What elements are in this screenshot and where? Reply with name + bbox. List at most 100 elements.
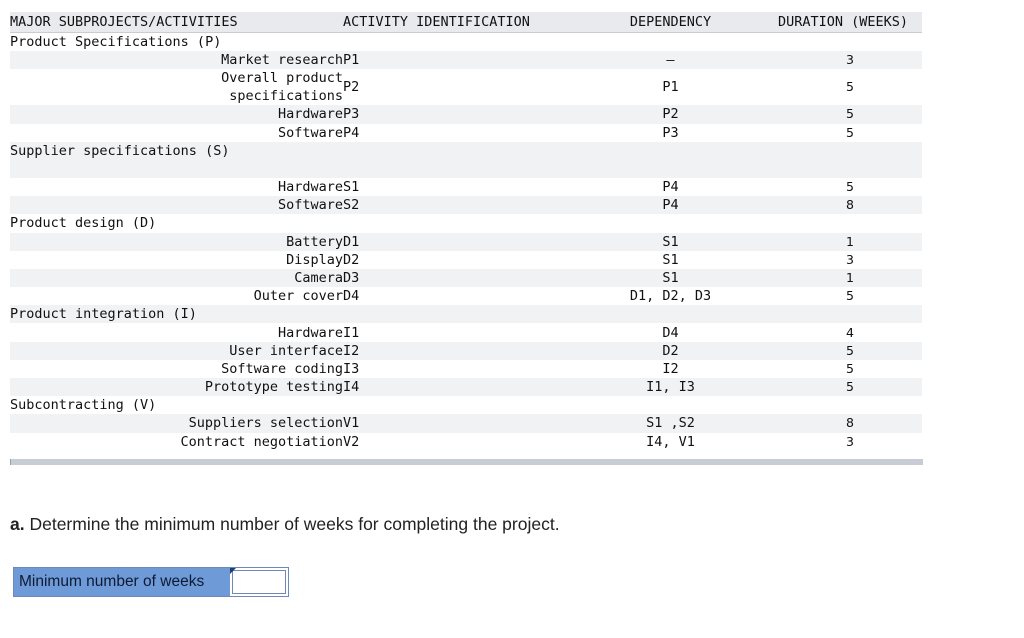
dependency-cell: I4, V1 [646,433,695,450]
duration-cell [778,305,922,324]
activity-name-cell: Contract negotiation [180,433,343,450]
answer-label: Minimum number of weeks [14,568,230,596]
activity-id-cell: I3 [343,360,360,377]
activity-name-cell: Market research [10,51,343,70]
activity-id-cell [343,396,563,414]
table-row: Contract negotiation V2 I4, V1 3 [10,433,922,451]
activity-name-cell: Camera [10,268,343,288]
activity-name-cell: Suppliers selection [10,414,343,433]
table-bottom-scrollbar [10,459,923,465]
duration-cell: 5 [846,360,854,376]
header-identification: ACTIVITY IDENTIFICATION [343,12,563,33]
duration-cell: 5 [778,341,922,360]
table-row: Software S2 P4 8 [10,196,922,215]
duration-cell [778,159,922,178]
dependency-cell: D2 [563,341,778,360]
activity-name-cell: Software coding [221,360,343,377]
table-row: Overall product specifications P2 P1 5 [10,69,922,105]
dependency-cell: I1, I3 [563,378,778,397]
dependency-cell: P3 [662,124,679,141]
corner-marker-icon [230,568,236,574]
duration-cell: 5 [846,124,854,140]
group-name-cell: Product integration (I) [10,305,343,324]
duration-cell: 5 [846,288,854,304]
dependency-cell: P4 [662,179,679,196]
table-header-row: MAJOR SUBPROJECTS/ACTIVITIES ACTIVITY ID… [10,12,922,33]
table-row: Prototype testing I4 I1, I3 5 [10,378,922,397]
duration-cell [778,33,922,52]
minimum-weeks-input[interactable] [232,570,286,594]
table-row: Hardware P3 P2 5 [10,105,922,124]
duration-cell: 5 [778,105,922,124]
duration-cell: 1 [778,232,922,251]
duration-cell: 1 [778,268,922,288]
activity-id-cell: P4 [343,124,360,141]
table-row: Suppliers selection V1 S1 ,S2 8 [10,414,922,433]
duration-cell: 8 [778,414,922,433]
dependency-cell: P2 [563,105,778,124]
dependency-cell: S1 [563,232,778,251]
dependency-cell [563,396,778,414]
table-row: Hardware S1 P4 5 [10,178,922,196]
activity-id-cell [343,159,563,178]
activity-id-cell: D3 [343,268,563,288]
activity-id-cell [343,214,563,232]
table-row: Software coding I3 I2 5 [10,360,922,378]
activity-name-cell: User interface [10,341,343,360]
group-name-cell: Subcontracting (V) [10,397,157,414]
table-group-row: Subcontracting (V) [10,396,922,414]
activity-id-cell: D4 [343,288,360,305]
table-group-row: Product Specifications (P) [10,33,922,52]
activity-name-cell: Overall product specifications [10,69,343,105]
dependency-cell [563,305,778,324]
dependency-cell: D1, D2, D3 [629,288,712,305]
answer-row: Minimum number of weeks [13,567,289,597]
activity-name-cell: Battery [10,232,343,251]
table-row: Software P4 P3 5 [10,124,922,142]
activity-name-cell: Hardware [277,324,343,341]
question-text: a. Determine the minimum number of weeks… [10,514,560,535]
activity-table: MAJOR SUBPROJECTS/ACTIVITIES ACTIVITY ID… [10,12,922,451]
dependency-cell: S1 [563,268,778,288]
activity-id-cell: P1 [343,51,563,70]
duration-cell: 8 [778,196,922,215]
table-group-row: Product integration (I) [10,305,922,324]
duration-cell [778,141,922,160]
duration-cell: 5 [778,378,922,397]
table-row: Battery D1 S1 1 [10,232,922,251]
dependency-cell: S1 ,S2 [563,414,778,433]
activity-id-cell [343,33,563,52]
header-dependency: DEPENDENCY [563,12,778,33]
dependency-cell: I2 [662,360,679,377]
duration-cell: 4 [846,324,854,340]
activity-id-cell: P3 [343,105,563,124]
table-row: Outer cover D4 D1, D2, D3 5 [10,287,922,305]
table-row: Market research P1—3 [10,51,922,70]
activity-name-text: Overall product specifications [221,70,343,105]
activity-name-cell: Hardware [10,105,343,124]
header-duration: DURATION (WEEKS) [778,12,922,33]
activity-id-cell: I2 [343,341,563,360]
dependency-cell: — [563,51,778,70]
table-row: Display D2 S1 3 [10,251,922,269]
duration-cell: 3 [846,251,854,267]
activity-id-cell: S2 [343,196,563,215]
duration-cell [778,214,922,232]
question-label: a. [10,514,25,534]
duration-cell: 5 [846,79,854,95]
dependency-cell [563,33,778,52]
activity-name-cell: Software [10,196,343,215]
table-row: Hardware I1 D4 4 [10,323,922,341]
table-row [10,159,922,178]
duration-cell: 3 [846,433,854,449]
activity-id-cell: V1 [343,414,563,433]
group-name-cell: Supplier specifications (S) [10,141,343,160]
table-body: Product Specifications (P) Market researc… [10,33,922,451]
activity-id-cell: S1 [343,179,360,196]
table-group-row: Product design (D) [10,214,922,232]
duration-cell: 3 [778,51,922,70]
group-name-cell: Product Specifications (P) [10,34,222,51]
activity-id-cell: V2 [343,433,360,450]
dependency-cell: P4 [563,196,778,215]
activity-name-cell: Display [286,251,343,268]
